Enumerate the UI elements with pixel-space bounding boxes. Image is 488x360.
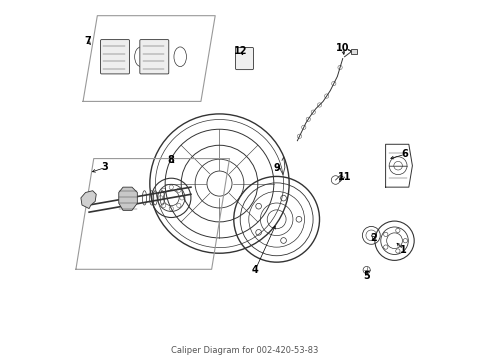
- Text: 1: 1: [399, 245, 406, 255]
- Text: 3: 3: [102, 162, 108, 172]
- Bar: [350, 49, 356, 54]
- Text: 10: 10: [335, 43, 349, 53]
- FancyBboxPatch shape: [235, 48, 253, 69]
- Text: 4: 4: [251, 265, 258, 275]
- Text: Caliper Diagram for 002-420-53-83: Caliper Diagram for 002-420-53-83: [170, 346, 318, 355]
- Text: 9: 9: [273, 163, 280, 173]
- Text: 11: 11: [337, 172, 350, 182]
- Text: 7: 7: [84, 36, 90, 46]
- Text: 8: 8: [167, 155, 174, 165]
- FancyBboxPatch shape: [140, 40, 168, 74]
- Text: 12: 12: [234, 46, 247, 57]
- Polygon shape: [81, 191, 96, 208]
- Text: 2: 2: [370, 233, 376, 243]
- Polygon shape: [119, 187, 137, 210]
- FancyBboxPatch shape: [101, 40, 129, 74]
- Text: 5: 5: [363, 271, 369, 281]
- Text: 6: 6: [401, 149, 408, 159]
